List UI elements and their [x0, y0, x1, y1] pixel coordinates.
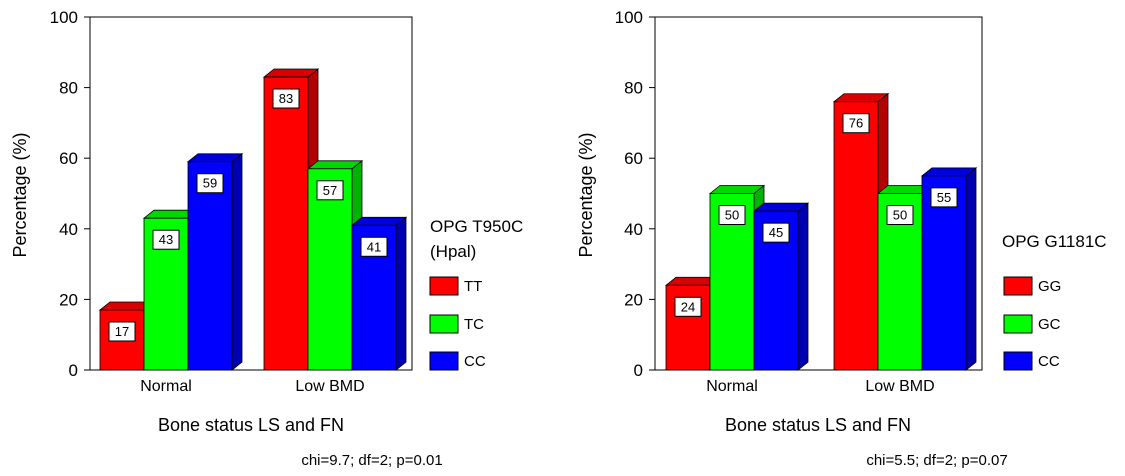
data-label: 50 [893, 208, 907, 223]
legend-swatch [1003, 351, 1033, 371]
legend-item-tc: TC [429, 314, 484, 334]
data-label-box [316, 180, 344, 201]
y-tick-label: 40 [624, 220, 643, 239]
bar-front [833, 101, 879, 371]
legend-item-cc: CC [1003, 351, 1060, 371]
legend-swatch [429, 314, 459, 334]
y-tick-label: 60 [59, 149, 78, 168]
bar-top [350, 216, 408, 226]
chart-2: 0 20 40 60 80 100 Percentage (%) 24 50 45 Normal 76… [576, 8, 1107, 469]
data-label: 83 [279, 91, 293, 106]
legend-item-cc: CC [429, 351, 486, 371]
legend-label: TT [464, 278, 482, 295]
x-tick-label: Low BMD [295, 378, 364, 395]
data-label: 50 [725, 208, 739, 223]
data-label: 76 [849, 116, 863, 131]
y-tick-label: 100 [50, 8, 78, 27]
data-label: 59 [203, 176, 217, 191]
y-tick-label: 60 [624, 149, 643, 168]
bar-cc-normal: 59 [186, 152, 244, 371]
legend-swatch [429, 351, 459, 371]
legend-item-gc: GC [1003, 314, 1061, 334]
bar-cc-low-bmd: 41 [350, 216, 408, 371]
y-tick-label: 0 [69, 361, 78, 380]
x-axis-title: Bone status LS and FN [158, 415, 344, 435]
bar-top [752, 202, 810, 212]
legend: OPG T950C (Hpal) TT TC CC [429, 217, 523, 371]
data-label: 43 [159, 232, 173, 247]
y-tick-label: 20 [624, 290, 643, 309]
data-label: 17 [115, 324, 129, 339]
data-label-box [718, 205, 746, 225]
bar-gg-low-bmd: 76 [832, 92, 890, 371]
legend-label: CC [464, 353, 486, 370]
y-tick-label: 0 [634, 361, 643, 380]
bar-front [307, 168, 353, 371]
data-label-box [930, 187, 958, 208]
bar-top [306, 160, 364, 170]
y-tick-label: 40 [59, 220, 78, 239]
data-label: 57 [323, 183, 337, 198]
data-label: 41 [367, 239, 381, 254]
stat-annotation: chi=9.7; df=2; p=0.01 [301, 452, 442, 469]
bar-top [262, 68, 320, 78]
bar-front [187, 161, 233, 371]
bar-cc-normal: 45 [752, 202, 810, 371]
plot-frame [89, 16, 413, 371]
legend-label: TC [464, 316, 484, 333]
data-label: 24 [681, 299, 695, 314]
legend-swatch [1003, 314, 1033, 334]
y-tick-label: 80 [624, 79, 643, 98]
stat-annotation: chi=5.5; df=2; p=0.07 [866, 452, 1007, 469]
bar-front [753, 210, 799, 371]
y-tick-label: 20 [59, 290, 78, 309]
legend-swatch [429, 276, 459, 296]
data-label-box [108, 321, 136, 342]
data-label-box [842, 113, 870, 134]
legend-swatch [1003, 276, 1033, 296]
plot-frame [654, 16, 983, 371]
legend: OPG G1181C GG GC CC [1002, 232, 1107, 371]
data-label-box [674, 296, 702, 317]
legend-label: GG [1038, 278, 1061, 295]
legend-item-gg: GG [1003, 276, 1061, 296]
y-axis-title: Percentage (%) [576, 132, 596, 257]
x-tick-label: Normal [140, 378, 192, 395]
x-tick-label: Normal [706, 378, 758, 395]
bar-top [186, 153, 244, 163]
bar-cc-low-bmd: 55 [920, 167, 978, 371]
bar-side [797, 202, 809, 371]
data-label-box [196, 173, 224, 194]
legend-title: (Hpal) [430, 242, 476, 261]
y-axis-title: Percentage (%) [10, 132, 30, 257]
bar-tt-normal: 17 [98, 301, 156, 371]
x-tick-label: Low BMD [865, 378, 934, 395]
data-label-box [152, 229, 180, 250]
data-label-box [886, 205, 914, 225]
legend-title: OPG G1181C [1002, 232, 1107, 251]
bar-front [921, 175, 967, 371]
bar-front [263, 76, 309, 371]
bar-side [395, 216, 407, 371]
legend-item-tt: TT [429, 276, 482, 296]
data-label-box [272, 88, 300, 109]
x-axis-title: Bone status LS and FN [725, 415, 911, 435]
bar-top [832, 93, 890, 103]
bar-side [231, 152, 243, 371]
y-tick-label: 80 [59, 79, 78, 98]
bar-top [708, 185, 766, 194]
bar-top [920, 167, 978, 177]
y-tick-label: 100 [615, 8, 643, 27]
data-label: 55 [937, 190, 951, 205]
data-label: 45 [769, 225, 783, 240]
data-label-box [360, 236, 388, 257]
legend-label: GC [1038, 316, 1061, 333]
legend-label: CC [1038, 353, 1060, 370]
data-label-box [762, 222, 790, 243]
bar-side [965, 167, 977, 371]
chart-1: 0 20 40 60 80 100 Percentage (%) 17 43 59 Normal 83… [10, 8, 523, 469]
legend-title: OPG T950C [430, 217, 523, 236]
